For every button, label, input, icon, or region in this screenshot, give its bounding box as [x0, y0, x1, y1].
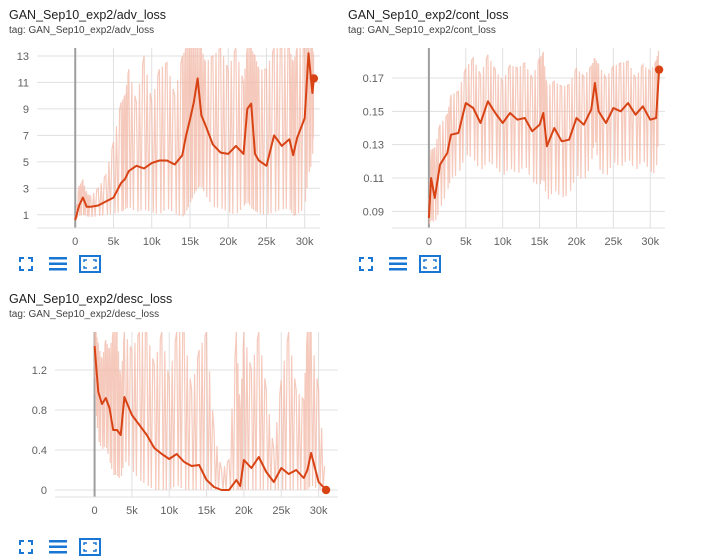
x-tick-label: 20k [219, 236, 237, 248]
y-tick-label: 3 [23, 183, 29, 195]
y-tick-label: 9 [23, 104, 29, 116]
x-tick-label: 30k [296, 236, 314, 248]
last-point-marker [654, 65, 664, 74]
smoothed-series-line [427, 69, 661, 219]
y-tick-label: 0.4 [32, 445, 47, 457]
y-tick-label: 7 [23, 130, 29, 142]
chart-tag: tag: GAN_Sep10_exp2/desc_loss [9, 309, 160, 320]
x-tick-label: 10k [494, 236, 512, 248]
y-tick-label: 1.2 [32, 365, 47, 377]
raw-series-line [94, 332, 326, 491]
x-tick-label: 25k [272, 505, 290, 517]
x-tick-label: 0 [92, 505, 98, 517]
x-tick-label: 15k [181, 236, 199, 248]
x-tick-label: 15k [531, 236, 549, 248]
chart-plot-cont-loss[interactable]: 0.09 0.11 0.13 0.15 0.17 0 5k 10k 15k 20k 25k 30k [340, 0, 685, 280]
data-download-icon[interactable] [47, 254, 69, 274]
chart-title: GAN_Sep10_exp2/cont_loss [348, 8, 509, 22]
last-point-marker [309, 74, 319, 83]
fullscreen-icon[interactable] [15, 254, 37, 274]
x-tick-label: 5k [460, 236, 472, 248]
x-tick-label: 5k [108, 236, 120, 248]
y-tick-label: 0.11 [363, 173, 384, 185]
raw-series-line [74, 48, 315, 220]
y-tick-label: 11 [18, 77, 29, 89]
chart-card-cont-loss: GAN_Sep10_exp2/cont_loss tag: GAN_Sep10_… [340, 0, 685, 280]
chart-tag: tag: GAN_Sep10_exp2/adv_loss [9, 25, 155, 36]
x-tick-label: 15k [198, 505, 216, 517]
last-point-marker [321, 485, 331, 495]
fullscreen-icon[interactable] [15, 537, 37, 557]
y-tick-label: 0 [41, 485, 47, 497]
x-tick-label: 25k [604, 236, 622, 248]
chart-tag: tag: GAN_Sep10_exp2/cont_loss [348, 25, 496, 36]
chart-title: GAN_Sep10_exp2/adv_loss [9, 8, 167, 22]
x-tick-label: 0 [426, 236, 432, 248]
x-tick-label: 0 [72, 236, 78, 248]
smoothed-series-line [93, 345, 327, 491]
y-tick-label: 0.13 [363, 140, 384, 152]
x-tick-label: 5k [126, 505, 138, 517]
y-tick-label: 13 [17, 51, 29, 63]
chart-card-desc-loss: GAN_Sep10_exp2/desc_loss tag: GAN_Sep10_… [0, 284, 345, 557]
raw-series-line [428, 50, 660, 224]
y-tick-label: 0.8 [32, 405, 47, 417]
smoothed-series-line [74, 52, 315, 221]
y-tick-label: 1 [23, 210, 29, 222]
x-tick-label: 10k [160, 505, 178, 517]
y-tick-label: 5 [23, 157, 29, 169]
fit-domain-icon[interactable] [419, 254, 441, 274]
x-tick-label: 25k [258, 236, 276, 248]
fit-domain-icon[interactable] [79, 254, 101, 274]
x-tick-label: 30k [641, 236, 659, 248]
fullscreen-icon[interactable] [355, 254, 377, 274]
x-tick-label: 10k [143, 236, 161, 248]
y-tick-label: 0.17 [363, 73, 384, 85]
x-tick-label: 20k [235, 505, 253, 517]
y-tick-label: 0.09 [363, 206, 384, 218]
data-download-icon[interactable] [387, 254, 409, 274]
fit-domain-icon[interactable] [79, 537, 101, 557]
chart-title: GAN_Sep10_exp2/desc_loss [9, 292, 173, 306]
chart-card-adv-loss: GAN_Sep10_exp2/adv_loss tag: GAN_Sep10_e… [0, 0, 335, 280]
x-tick-label: 20k [568, 236, 586, 248]
data-download-icon[interactable] [47, 537, 69, 557]
chart-plot-desc-loss[interactable]: 0 0.4 0.8 1.2 0 5k 10k 15k 20k 25k 30k [0, 284, 345, 557]
x-tick-label: 30k [310, 505, 328, 517]
y-tick-label: 0.15 [363, 106, 384, 118]
